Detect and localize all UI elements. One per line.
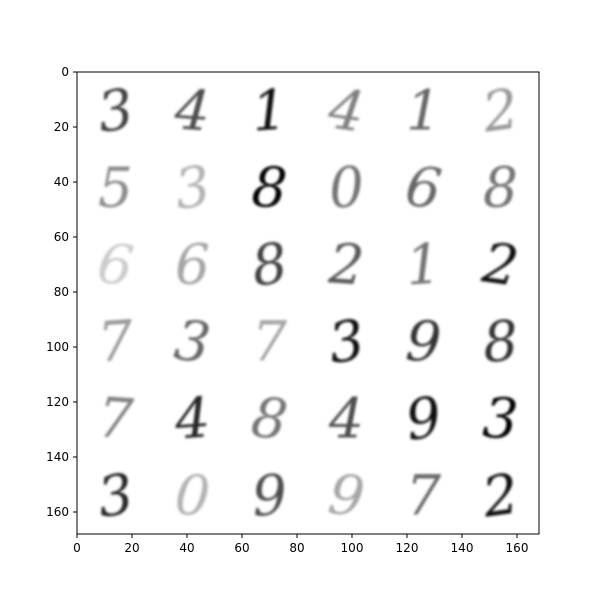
x-tick-label: 80 [289,541,304,555]
digit-glyph: 1 [406,79,441,143]
y-tick-label: 120 [46,395,69,409]
digit-glyph: 8 [483,156,518,220]
x-axis: 0 20 40 60 80 100 120 140 160 [73,534,528,555]
plot-frame [76,71,540,535]
digit-cell: 4 [172,385,212,451]
digit-cell: 7 [96,308,135,374]
digit-cell: 4 [328,387,364,451]
digit-cell: 0 [327,154,366,220]
digit-glyph: 7 [96,308,135,374]
y-tick-label: 140 [46,450,69,464]
digit-cell: 2 [326,231,366,297]
y-tick-label: 0 [61,65,69,79]
y-tick-label: 160 [46,505,69,519]
digit-cell: 6 [175,233,210,297]
digit-glyph: 5 [98,156,133,220]
digit-glyph: 7 [406,464,441,528]
y-tick-label: 60 [54,230,69,244]
x-tick-label: 40 [179,541,194,555]
digit-cell: 2 [478,76,523,144]
x-tick-label: 20 [124,541,139,555]
digit-glyph: 3 [481,385,520,451]
digit-cell: 9 [404,308,443,374]
digit-glyph: 0 [173,462,212,528]
y-tick-label: 20 [54,120,69,134]
digit-cell: 1 [406,79,441,143]
digit-cell: 7 [96,385,135,451]
y-tick-label: 80 [54,285,69,299]
digit-cell: 7 [406,464,441,528]
y-tick-label: 100 [46,340,69,354]
x-tick-label: 140 [451,541,474,555]
digit-glyph: 4 [172,77,212,143]
digit-cell: 1 [250,77,289,143]
digit-cell: 2 [478,230,523,298]
x-tick-label: 60 [234,541,249,555]
digit-cell: 1 [404,231,443,297]
digit-cell: 7 [252,310,287,374]
digit-glyph: 9 [250,462,289,528]
digit-cell: 3 [481,385,520,451]
digit-glyph: 4 [324,76,369,144]
digit-glyph: 7 [96,385,135,451]
digit-glyph: 4 [172,385,212,451]
digit-cell: 8 [481,308,520,374]
digit-cell: 9 [250,462,289,528]
y-tick-label: 40 [54,175,69,189]
digit-cell: 0 [173,462,212,528]
digit-glyph: 8 [481,308,520,374]
digit-cell: 8 [250,154,289,220]
digit-glyph: 2 [326,231,366,297]
x-tick-label: 100 [341,541,364,555]
digit-cell: 4 [172,77,212,143]
digit-glyph: 2 [478,230,523,298]
digit-glyph: 9 [404,308,443,374]
digit-glyph: 4 [328,387,364,451]
digit-glyph: 2 [478,76,523,144]
digit-glyph: 8 [250,154,289,220]
digit-glyph: 2 [478,461,523,529]
x-tick-label: 0 [73,541,81,555]
x-tick-label: 160 [506,541,529,555]
digit-glyph: 0 [327,154,366,220]
digit-cell: 8 [483,156,518,220]
digit-glyph: 7 [252,310,287,374]
digit-cell: 4 [324,76,369,144]
digit-glyph: 1 [250,77,289,143]
digit-cell: 2 [478,461,523,529]
digit-glyph: 1 [404,231,443,297]
digit-cell: 5 [98,156,133,220]
y-axis: 0 20 40 60 80 100 120 140 160 [46,65,77,519]
x-tick-label: 120 [396,541,419,555]
digit-glyph: 6 [175,233,210,297]
